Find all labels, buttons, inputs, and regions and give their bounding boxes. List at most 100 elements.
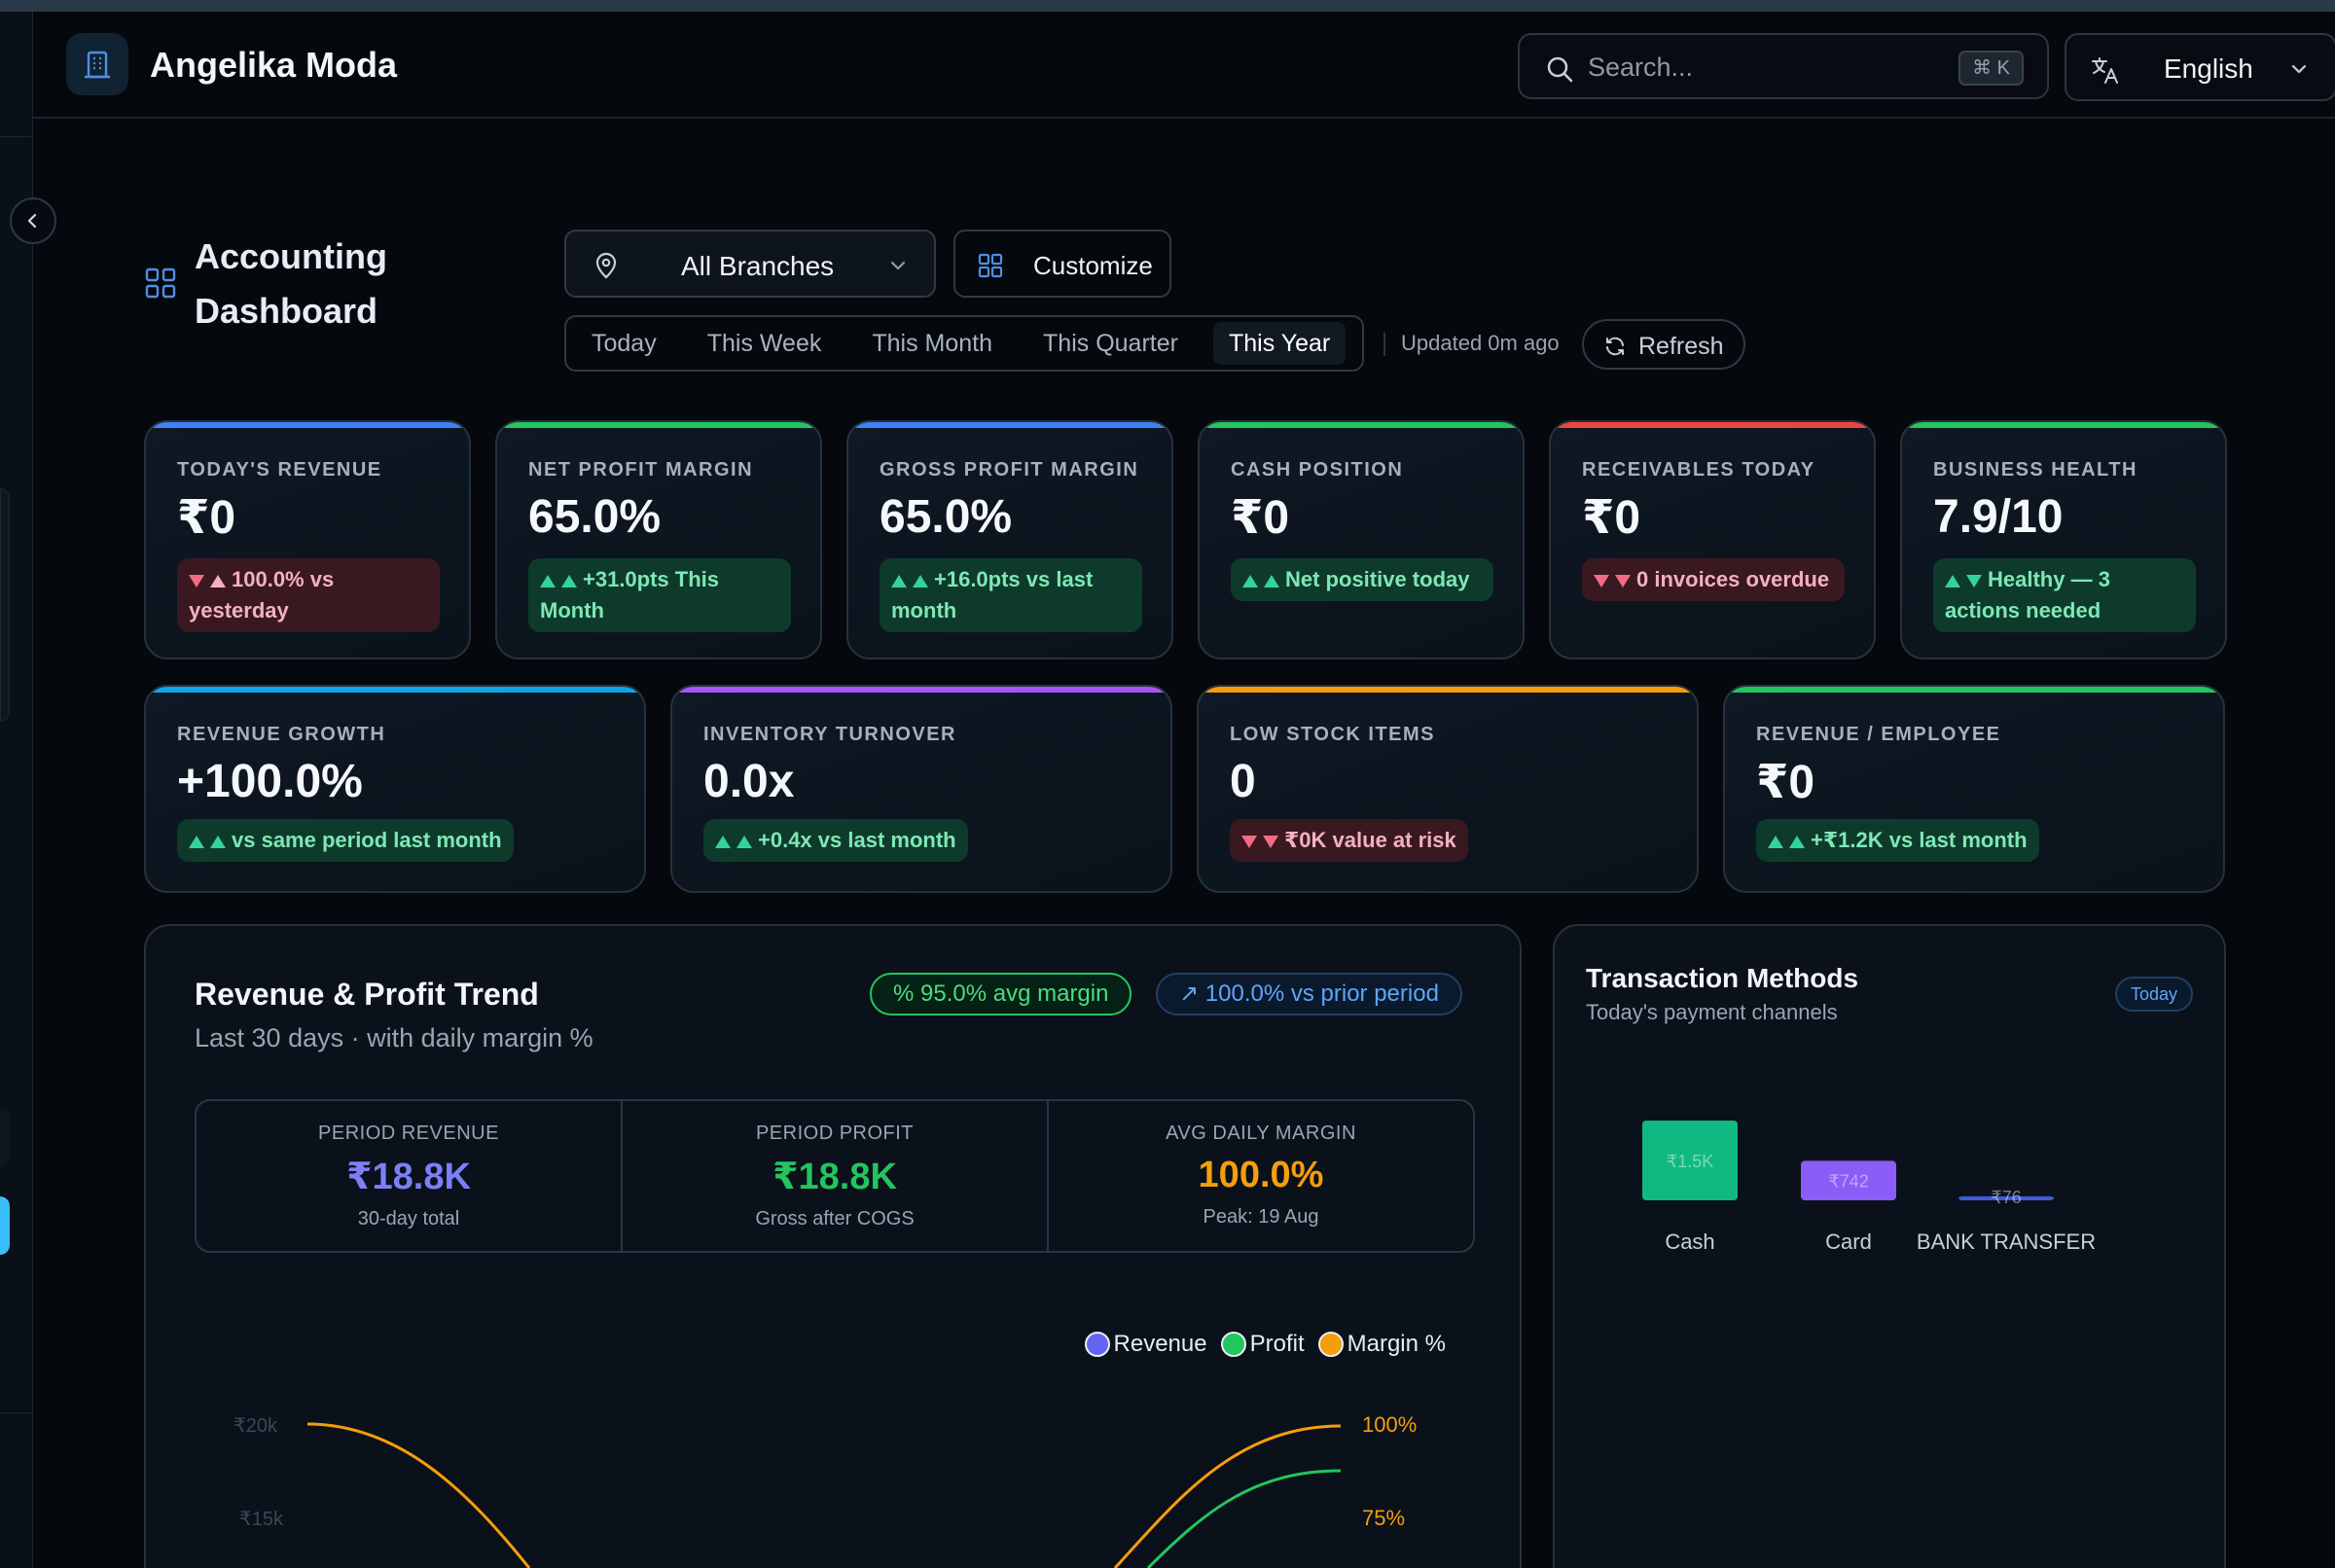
sidebar-nav-item-active[interactable] (0, 1196, 10, 1255)
kpi-card-low-stock-items[interactable]: LOW STOCK ITEMS 0 ₹0K value at risk (1197, 685, 1699, 893)
stat-value: 100.0% (1198, 1155, 1324, 1195)
kpi-trend-text: +16.0pts vs last month (891, 567, 1094, 623)
trend-arrow-icons (891, 567, 934, 591)
avg-margin-text: 95.0% avg margin (920, 980, 1109, 1007)
trend-stats: PERIOD REVENUE ₹18.8K 30-day total PERIO… (195, 1099, 1475, 1253)
search-input[interactable] (1588, 49, 1919, 86)
kpi-trend-badge: 0 invoices overdue (1582, 558, 1845, 601)
bar-card[interactable] (1801, 1160, 1896, 1200)
trend-arrow-icons (189, 828, 232, 852)
customize-button[interactable]: Customize (953, 230, 1171, 298)
margin-series-line (1113, 1424, 1342, 1568)
tab-this-year[interactable]: This Year (1212, 322, 1347, 365)
chevron-down-icon (890, 261, 906, 270)
building-icon[interactable] (66, 33, 128, 95)
tab-this-month[interactable]: This Month (872, 330, 993, 357)
legend-item-profit[interactable]: Profit (1220, 1331, 1305, 1358)
kpi-card-revenue-growth[interactable]: REVENUE GROWTH +100.0% vs same period last… (144, 685, 646, 893)
kpi-card-gross-profit-margin[interactable]: GROSS PROFIT MARGIN 65.0% +16.0pts vs last… (846, 420, 1173, 659)
top-header: Angelika Moda ⌘ K English (33, 12, 2335, 119)
trend-arrow-icons (1945, 567, 1988, 591)
kpi-trend-badge: Healthy — 3 actions needed (1933, 558, 2196, 632)
triangle-up-icon (561, 574, 577, 588)
stat-value: ₹18.8K (346, 1157, 471, 1197)
kpi-label: REVENUE / EMPLOYEE (1756, 724, 2001, 745)
profit-series-line (1146, 1469, 1342, 1568)
chevron-left-icon (27, 213, 37, 229)
sidebar-collapse-button[interactable] (10, 197, 56, 244)
sidebar-nav-group[interactable] (0, 488, 10, 722)
transaction-methods-panel: Transaction Methods Today's payment chan… (1553, 924, 2226, 1568)
triangle-up-icon (1264, 574, 1279, 588)
kpi-value: 7.9/10 (1933, 491, 2064, 543)
bar-value-label: ₹1.5K (1667, 1152, 1713, 1171)
transaction-methods-title: Transaction Methods (1586, 963, 1859, 993)
legend-swatch (1317, 1332, 1344, 1357)
bar-bank-transfer[interactable] (1958, 1195, 2054, 1200)
sidebar-nav-item[interactable] (0, 1109, 10, 1167)
kpi-card-cash-position[interactable]: CASH POSITION ₹0 Net positive today (1198, 420, 1525, 659)
kpi-trend-badge: vs same period last month (177, 819, 514, 862)
legend-label: Revenue (1113, 1331, 1207, 1357)
layout-grid-icon (978, 253, 1003, 278)
branch-select[interactable]: All Branches (564, 230, 936, 298)
kpi-card-today-s-revenue[interactable]: TODAY'S REVENUE ₹0 100.0% vs yesterday (144, 420, 471, 659)
transaction-methods-chart: ₹1.5K Cash ₹742 Card ₹76 BANK TRANSFER (1642, 1121, 2096, 1254)
chart-legend: Revenue Profit Margin % (1071, 1331, 1446, 1358)
avg-margin-pill: % 95.0% avg margin (870, 973, 1132, 1016)
stat-note: 30-day total (357, 1208, 460, 1229)
stat-note: Peak: 19 Aug (1203, 1206, 1319, 1228)
trend-arrow-icons (715, 828, 758, 852)
triangle-up-icon (189, 835, 204, 848)
triangle-up-icon (715, 835, 731, 848)
dashboard-icon (145, 267, 176, 299)
kpi-card-inventory-turnover[interactable]: INVENTORY TURNOVER 0.0x +0.4x vs last mont… (670, 685, 1172, 893)
language-select[interactable]: English (2065, 33, 2335, 101)
percent-icon: % (893, 980, 921, 1007)
kpi-card-receivables-today[interactable]: RECEIVABLES TODAY ₹0 0 invoices overdue (1549, 420, 1876, 659)
kpi-accent-bar (146, 687, 644, 693)
refresh-button[interactable]: Refresh (1582, 319, 1745, 370)
translate-icon (2092, 57, 2118, 84)
kpi-label: LOW STOCK ITEMS (1230, 724, 1436, 745)
kpi-card-revenue-employee[interactable]: REVENUE / EMPLOYEE ₹0 +₹1.2K vs last month (1723, 685, 2225, 893)
kpi-label: TODAY'S REVENUE (177, 459, 382, 481)
trend-subtitle: Last 30 days · with daily margin % (195, 1023, 593, 1052)
kpi-value: ₹0 (1756, 757, 1815, 808)
refresh-label: Refresh (1638, 333, 1724, 360)
stat-label: PERIOD REVENUE (318, 1123, 499, 1144)
search-icon (1547, 56, 1573, 83)
kpi-value: 65.0% (880, 491, 1013, 543)
kpi-trend-badge: +31.0pts This Month (528, 558, 791, 632)
triangle-up-icon (891, 574, 907, 588)
prior-period-pill: ↗ 100.0% vs prior period (1156, 973, 1462, 1016)
trend-arrow-icons (189, 567, 232, 591)
refresh-icon (1606, 337, 1624, 356)
tab-today[interactable]: Today (592, 330, 657, 357)
search-box[interactable]: ⌘ K (1518, 33, 2049, 99)
kpi-accent-bar (497, 422, 820, 428)
legend-label: Margin % (1347, 1331, 1446, 1357)
bar-cash[interactable] (1642, 1121, 1738, 1200)
kpi-label: REVENUE GROWTH (177, 724, 386, 745)
legend-item-margin[interactable]: Margin % (1317, 1331, 1446, 1358)
chevron-down-icon (2291, 64, 2307, 74)
legend-item-revenue[interactable]: Revenue (1084, 1331, 1207, 1358)
triangle-up-icon (210, 835, 226, 848)
y-tick-left: ₹20k (234, 1415, 278, 1437)
bar-category-label: BANK TRANSFER (1917, 1229, 2096, 1254)
kpi-card-business-health[interactable]: BUSINESS HEALTH 7.9/10 Healthy — 3 actions… (1900, 420, 2227, 659)
tab-this-week[interactable]: This Week (706, 330, 822, 357)
kpi-accent-bar (1551, 422, 1874, 428)
kpi-card-net-profit-margin[interactable]: NET PROFIT MARGIN 65.0% +31.0pts This Mont… (495, 420, 822, 659)
customize-label: Customize (1033, 251, 1153, 280)
kpi-label: RECEIVABLES TODAY (1582, 459, 1815, 481)
kpi-accent-bar (1902, 422, 2225, 428)
tab-this-quarter[interactable]: This Quarter (1043, 330, 1178, 357)
y-tick-right: 75% (1362, 1506, 1405, 1530)
language-label: English (2164, 53, 2253, 84)
triangle-down-icon (189, 574, 204, 588)
kpi-value: ₹0 (1582, 492, 1641, 544)
kpi-trend-text: Net positive today (1285, 567, 1470, 591)
kpi-accent-bar (146, 422, 469, 428)
